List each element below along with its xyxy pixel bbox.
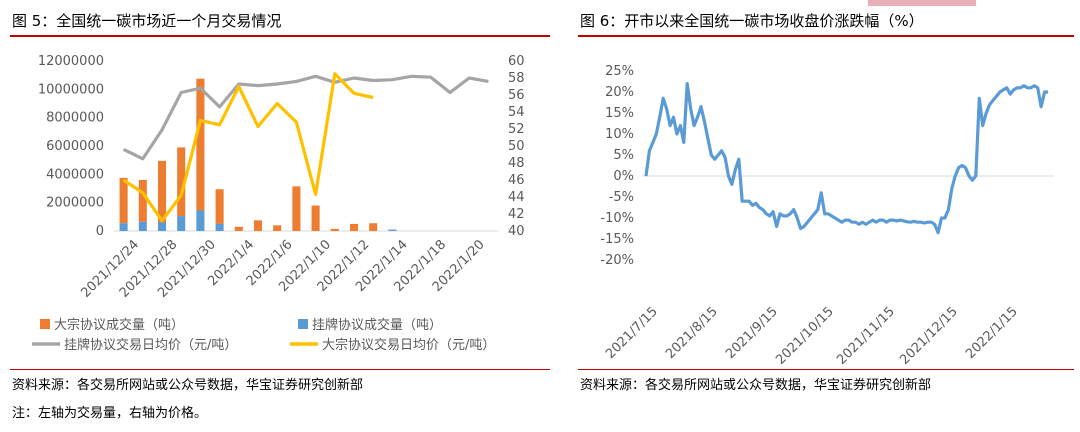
right-chart: -20% -15% -10% -5% 0% 5% 10% 15% 20% 25% 2021/7/15… xyxy=(600,64,1054,368)
y-tick-label: -5% xyxy=(609,190,634,205)
right-y-tick-label: 46 xyxy=(508,173,525,188)
x-tick-label: 2021/10/15 xyxy=(773,304,837,368)
block-price-line xyxy=(122,72,374,223)
block-volume-bar xyxy=(330,228,339,231)
right-source-text: 资料来源：各交易所网站或公众号数据，华宝证券研究创新部 xyxy=(580,378,932,393)
right-y-tick-label: 48 xyxy=(508,156,525,171)
listed-volume-bar xyxy=(215,223,224,231)
y-tick-label: 20% xyxy=(605,85,634,100)
left-y-tick-label: 10000000 xyxy=(38,82,104,97)
right-y-tick-label: 40 xyxy=(508,224,525,239)
block-volume-bar xyxy=(234,226,243,231)
x-tick-label: 2022/1/15 xyxy=(963,304,1021,362)
y-tick-label: -10% xyxy=(600,211,634,226)
block-volume-bar xyxy=(349,223,359,231)
legend-swatch xyxy=(298,319,308,329)
y-tick-label: 5% xyxy=(613,148,634,163)
left-y-tick-label: 0 xyxy=(96,224,104,239)
left-source-text: 资料来源：各交易所网站或公众号数据，华宝证券研究创新部 xyxy=(12,378,364,393)
right-y-tick-label: 58 xyxy=(508,71,525,86)
legend-swatch xyxy=(40,319,50,329)
block-volume-bar xyxy=(138,180,147,222)
left-y-tick-label: 6000000 xyxy=(46,139,104,154)
left-y-tick-label: 8000000 xyxy=(46,111,104,126)
y-tick-label: 10% xyxy=(605,127,634,142)
y-tick-label: 15% xyxy=(605,106,634,121)
right-y-tick-label: 52 xyxy=(508,122,525,137)
block-volume-bar xyxy=(157,160,167,223)
right-y-tick-label: 54 xyxy=(508,105,525,120)
x-tick-label: 2021/12/15 xyxy=(897,304,961,368)
top-accent-bar xyxy=(868,0,976,6)
block-volume-bar xyxy=(196,78,205,211)
right-y-tick-label: 44 xyxy=(508,190,525,205)
left-y-tick-label: 12000000 xyxy=(38,54,104,69)
listed-volume-bar xyxy=(157,222,167,231)
right-title-rule xyxy=(578,35,1074,37)
listed-volume-bar xyxy=(388,229,397,231)
block-volume-bar xyxy=(253,220,263,231)
listed-volume-bar xyxy=(196,210,205,231)
left-note-text: 注：左轴为交易量，右轴为价格。 xyxy=(12,406,208,421)
y-tick-label: 25% xyxy=(605,64,634,79)
legend-label: 挂牌协议成交量（吨） xyxy=(312,317,442,333)
left-source-rule xyxy=(10,369,550,370)
left-chart-title: 图 5：全国统一碳市场近一个月交易情况 xyxy=(12,12,282,30)
left-y-tick-label: 4000000 xyxy=(46,167,104,182)
block-volume-bar xyxy=(177,147,186,217)
x-tick-label: 2021/11/15 xyxy=(834,304,898,368)
legend-label: 大宗协议成交量（吨） xyxy=(54,317,184,333)
listed-price-line xyxy=(122,74,489,161)
right-y-tick-label: 50 xyxy=(508,139,525,154)
right-chart-title: 图 6：开市以来全国统一碳市场收盘价涨跌幅（%） xyxy=(580,12,924,30)
y-tick-label: -20% xyxy=(600,253,634,268)
block-volume-bar xyxy=(273,225,282,231)
block-volume-bar xyxy=(119,177,128,224)
y-tick-label: 0% xyxy=(613,169,634,184)
right-y-tick-label: 60 xyxy=(508,54,525,69)
block-volume-bar xyxy=(311,205,320,231)
left-title-rule xyxy=(10,35,550,37)
listed-volume-bar xyxy=(138,221,147,231)
listed-volume-bar xyxy=(119,223,128,231)
listed-volume-bar xyxy=(177,216,186,231)
price-change-line xyxy=(644,82,1048,235)
block-volume-bar xyxy=(369,223,378,231)
x-tick-label: 2021/7/15 xyxy=(603,304,661,362)
right-y-tick-label: 42 xyxy=(508,207,525,222)
block-volume-bar xyxy=(215,189,224,224)
block-volume-bar xyxy=(292,186,301,231)
left-y-tick-label: 2000000 xyxy=(46,196,104,211)
legend-label: 挂牌协议交易日均价（元/吨） xyxy=(64,337,237,353)
x-tick-label: 2021/8/15 xyxy=(663,304,721,362)
y-tick-label: -15% xyxy=(600,232,634,247)
legend-label: 大宗协议交易日均价（元/吨） xyxy=(322,337,495,353)
right-source-rule xyxy=(578,369,1074,370)
x-tick-label: 2021/9/15 xyxy=(723,304,781,362)
right-y-tick-label: 56 xyxy=(508,88,525,103)
left-chart: 0 2000000 4000000 6000000 8000000 10000000 120… xyxy=(32,54,525,353)
